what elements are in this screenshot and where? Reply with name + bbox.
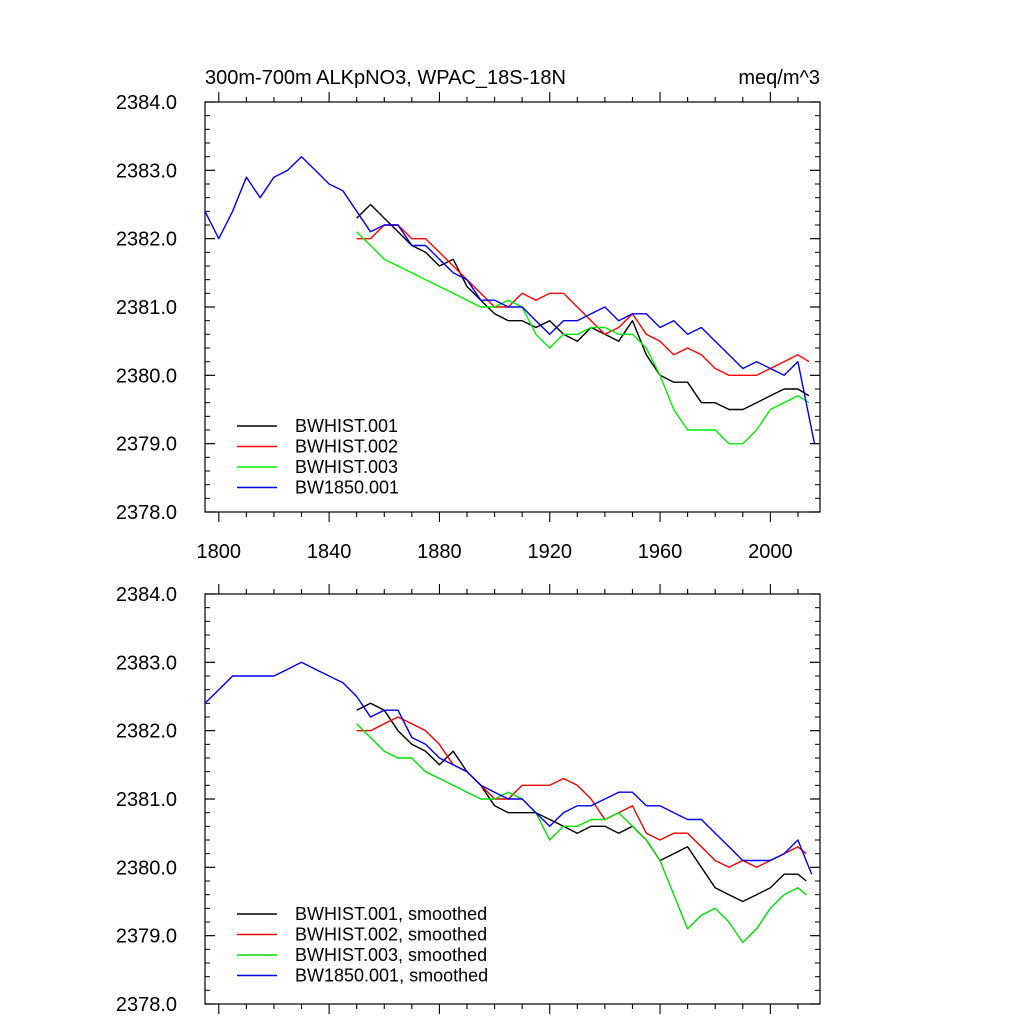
- series-line-bwhist-002-smoothed: [356, 716, 807, 868]
- chart-title-right: meq/m^3: [738, 67, 820, 89]
- panel-bottom: 2378.0 2379.0 2380.0 2381.0 2382.0 2383.0 2384…: [116, 584, 821, 1016]
- y-tick-label: 2383.0: [116, 160, 177, 182]
- series-line-bwhist-003: [356, 231, 810, 445]
- legend-entry: BWHIST.001, smoothed: [295, 904, 487, 924]
- series-line-bw1850-001: [204, 155, 816, 444]
- y-tick-label: 2383.0: [116, 652, 177, 674]
- series-lines-top: [204, 155, 816, 445]
- series-line-bwhist-001: [356, 203, 810, 411]
- axis-ticks-top: 2378.0 2379.0 2380.0 2381.0 2382.0 2383.0 2384…: [116, 92, 820, 563]
- y-tick-label: 2381.0: [116, 789, 177, 811]
- x-tick-label: 1840: [307, 541, 352, 563]
- legend-entry: BW1850.001: [295, 478, 399, 498]
- y-tick-label: 2381.0: [116, 297, 177, 319]
- y-tick-label: 2384.0: [116, 92, 177, 114]
- series-line-bw1850-001-smoothed: [204, 661, 813, 875]
- series-line-bwhist-002: [356, 224, 810, 376]
- axis-ticks-bottom: 2378.0 2379.0 2380.0 2381.0 2382.0 2383.0 2384…: [116, 584, 820, 1016]
- y-tick-label: 2378.0: [116, 994, 177, 1016]
- x-tick-label: 2000: [748, 541, 793, 563]
- series-line-bwhist-001-smoothed: [356, 702, 807, 903]
- legend-entry: BWHIST.003, smoothed: [295, 945, 487, 965]
- legend-entry: BWHIST.002: [295, 437, 398, 457]
- y-tick-label: 2379.0: [116, 434, 177, 456]
- y-tick-label: 2380.0: [116, 365, 177, 387]
- y-tick-label: 2382.0: [116, 229, 177, 251]
- y-tick-label: 2378.0: [116, 502, 177, 524]
- y-tick-label: 2380.0: [116, 857, 177, 879]
- x-tick-label: 1800: [197, 541, 242, 563]
- series-line-bwhist-003-smoothed: [356, 723, 807, 944]
- x-tick-label: 1880: [417, 541, 462, 563]
- panel-top: 300m-700m ALKpNO3, WPAC_18S-18N meq/m^3 …: [116, 67, 821, 563]
- legend-entry: BWHIST.003: [295, 457, 398, 477]
- legend-entry: BWHIST.001: [295, 416, 398, 436]
- x-tick-label: 1960: [638, 541, 683, 563]
- x-tick-label: 1920: [527, 541, 572, 563]
- legend-entry: BW1850.001, smoothed: [295, 966, 488, 986]
- legend-entry: BWHIST.002, smoothed: [295, 925, 487, 945]
- chart-title-left: 300m-700m ALKpNO3, WPAC_18S-18N: [205, 67, 566, 89]
- y-tick-label: 2379.0: [116, 926, 177, 948]
- series-lines-bottom: [204, 661, 813, 944]
- y-tick-label: 2384.0: [116, 584, 177, 606]
- y-tick-label: 2382.0: [116, 721, 177, 743]
